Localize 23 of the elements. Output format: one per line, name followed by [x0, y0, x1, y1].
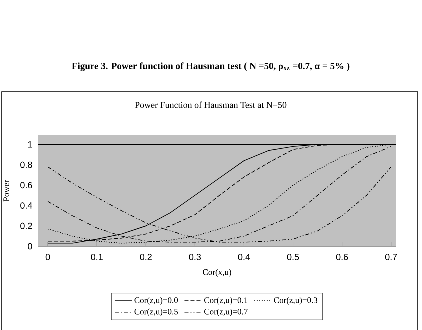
y-tick-label: 1: [28, 142, 32, 148]
x-axis-title: Cor(x,u): [203, 269, 232, 277]
y-tick-label: 0: [28, 243, 32, 250]
legend-label: Cor(z,u)=0.0: [134, 297, 178, 306]
x-tick-label: 0.2: [140, 254, 152, 260]
x-tick-label: 0.5: [287, 254, 300, 260]
legend-label: Cor(z,u)=0.5: [134, 308, 178, 316]
x-tick-label: 0.7: [385, 254, 398, 260]
y-tick-label: 0.2: [20, 222, 32, 230]
y-axis-title: Power: [4, 180, 10, 202]
x-tick-label: 0: [46, 254, 50, 260]
x-tick-label: 0.4: [238, 254, 250, 260]
legend-label: Cor(z,u)=0.1: [204, 297, 248, 306]
legend-label: Cor(z,u)=0.3: [274, 297, 318, 306]
caption: Figure 3. Power function of Hausman test ( N =50, ρ$_{xz}$ =0.7, α = 5% ): [72, 62, 350, 72]
y-tick-label: 0.4: [20, 202, 32, 209]
x-tick-label: 0.3: [189, 254, 202, 260]
legend-label: Cor(z,u)=0.7: [204, 308, 248, 316]
y-tick-label: 0.6: [20, 182, 32, 189]
chart-title: Power Function of Hausman Test at N=50: [135, 102, 287, 108]
x-tick-label: 0.1: [91, 254, 103, 260]
y-tick-label: 0.8: [20, 162, 32, 168]
x-tick-label: 0.6: [336, 254, 348, 260]
